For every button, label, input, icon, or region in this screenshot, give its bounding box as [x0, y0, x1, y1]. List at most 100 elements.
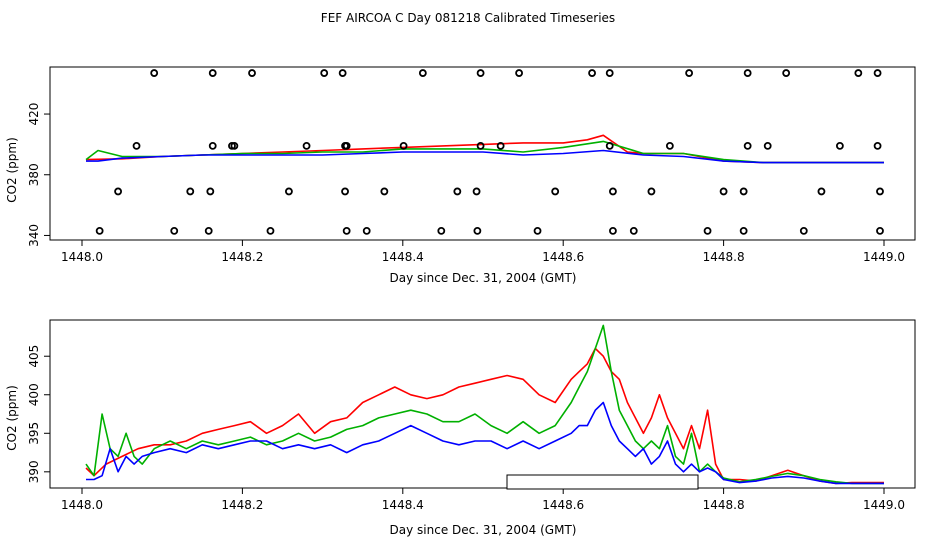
top-marker	[399, 142, 408, 150]
top-marker	[114, 187, 122, 196]
top-marker	[204, 226, 213, 235]
top-marker	[320, 69, 329, 77]
top-x-tick-label: 1448.0	[61, 250, 103, 264]
bottom-y-axis: 390 395 400 405	[27, 345, 50, 483]
top-marker	[362, 226, 371, 235]
top-x-tick-label: 1448.2	[221, 250, 263, 264]
top-marker	[763, 142, 772, 150]
top-marker	[605, 142, 614, 150]
top-y-axis-label: CO2 (ppm)	[5, 137, 19, 203]
top-marker	[472, 187, 481, 196]
top-marker	[437, 226, 446, 235]
bottom-series-group	[85, 324, 884, 485]
bottom-x-tick-label: 1448.0	[61, 498, 103, 512]
top-marker	[476, 69, 485, 77]
top-marker	[665, 142, 674, 150]
top-marker	[150, 69, 159, 77]
bottom-x-tick-label: 1448.2	[221, 498, 263, 512]
top-x-tick-label: 1448.4	[382, 250, 424, 264]
top-marker	[647, 187, 656, 196]
top-marker	[208, 142, 217, 150]
bottom-y-tick-label: 400	[27, 383, 41, 406]
top-marker	[342, 226, 351, 235]
top-series-group	[85, 134, 884, 164]
bottom-series-blue	[86, 401, 884, 485]
top-marker	[876, 226, 884, 235]
top-marker	[208, 69, 217, 77]
top-y-tick-label: 340	[27, 224, 41, 247]
top-marker	[496, 142, 505, 150]
top-marker	[799, 226, 808, 235]
top-marker	[453, 187, 462, 196]
bottom-panel: 1448.0 1448.2 1448.4 1448.6 1448.8 1449.0 390…	[5, 319, 916, 537]
top-marker	[285, 187, 293, 196]
top-x-axis-label: Day since Dec. 31, 2004 (GMT)	[390, 271, 577, 285]
top-marker	[854, 69, 863, 77]
top-x-tick-label: 1449.0	[863, 250, 905, 264]
top-marker	[302, 142, 311, 150]
legend-box	[506, 474, 699, 490]
top-marker	[476, 142, 485, 150]
bottom-x-tick-label: 1449.0	[863, 498, 905, 512]
bottom-series-red	[85, 347, 884, 485]
top-marker	[739, 226, 748, 235]
top-marker	[266, 226, 275, 235]
top-marker	[380, 187, 389, 196]
top-marker	[418, 69, 427, 77]
top-series-blue	[86, 149, 884, 164]
top-plot-frame	[49, 66, 916, 241]
top-marker	[186, 187, 195, 196]
top-x-axis: 1448.0 1448.2 1448.4 1448.6 1448.8 1449.0	[61, 240, 905, 264]
top-marker-group	[95, 69, 884, 235]
top-marker	[835, 142, 844, 150]
top-marker	[338, 69, 347, 77]
bottom-x-tick-label: 1448.6	[542, 498, 584, 512]
top-x-tick-label: 1448.8	[703, 250, 745, 264]
top-marker	[719, 187, 728, 196]
bottom-x-tick-label: 1448.4	[382, 498, 424, 512]
bottom-y-tick-label: 390	[27, 460, 41, 483]
top-y-tick-label: 420	[27, 103, 41, 126]
top-marker	[95, 226, 104, 235]
top-marker	[342, 142, 351, 150]
top-panel: 1448.0 1448.2 1448.4 1448.6 1448.8 1449.0 340…	[5, 66, 916, 285]
top-marker	[873, 69, 882, 77]
top-marker	[743, 142, 752, 150]
top-x-tick-label: 1448.6	[542, 250, 584, 264]
top-y-axis: 340 380 420	[27, 103, 50, 247]
top-marker	[248, 69, 256, 77]
top-y-tick-label: 380	[27, 163, 41, 186]
top-marker	[782, 69, 791, 77]
top-marker	[685, 69, 694, 77]
bottom-y-axis-label: CO2 (ppm)	[5, 385, 19, 451]
bottom-x-axis-label: Day since Dec. 31, 2004 (GMT)	[390, 523, 577, 537]
top-marker	[629, 226, 638, 235]
bottom-series-green	[85, 324, 884, 485]
top-marker	[588, 69, 596, 77]
bottom-x-tick-label: 1448.8	[703, 498, 745, 512]
top-marker	[473, 226, 482, 235]
top-marker	[533, 226, 542, 235]
top-marker	[605, 69, 614, 77]
top-marker	[739, 187, 748, 196]
bottom-y-tick-label: 395	[27, 422, 41, 445]
top-marker	[206, 187, 215, 196]
top-marker	[817, 187, 826, 196]
top-marker	[515, 69, 523, 77]
top-marker	[132, 142, 141, 150]
top-marker	[609, 187, 617, 196]
bottom-x-axis: 1448.0 1448.2 1448.4 1448.6 1448.8 1449.0	[61, 488, 905, 512]
top-marker	[551, 187, 560, 196]
top-marker	[743, 69, 752, 77]
top-marker	[876, 187, 884, 196]
top-marker	[230, 142, 239, 150]
bottom-plot-frame	[49, 319, 916, 489]
top-marker	[873, 142, 882, 150]
top-marker	[341, 187, 349, 196]
figure-title: FEF AIRCOA C Day 081218 Calibrated Times…	[321, 11, 615, 25]
top-marker	[609, 226, 617, 235]
top-marker	[703, 226, 712, 235]
top-marker	[170, 226, 179, 235]
bottom-y-tick-label: 405	[27, 345, 41, 368]
